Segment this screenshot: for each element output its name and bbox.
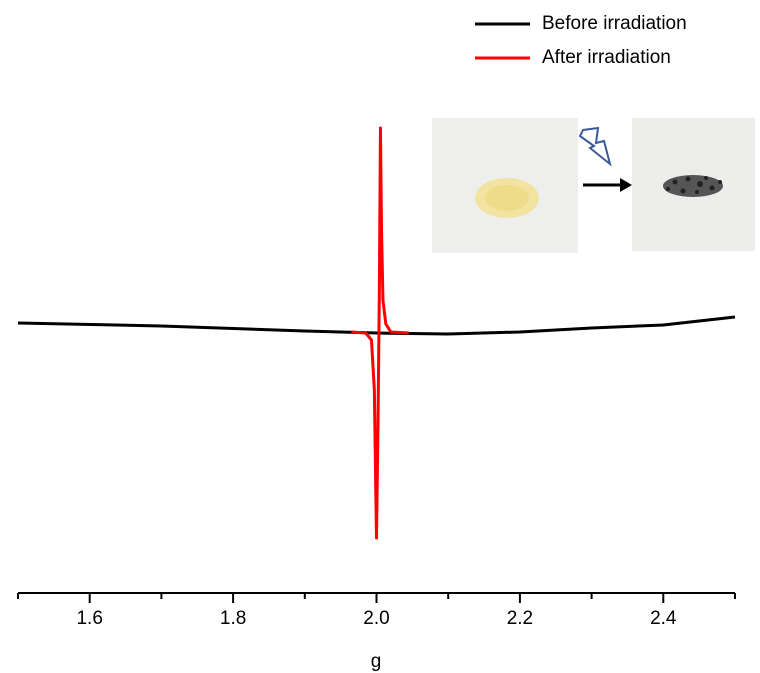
series-line	[17, 315, 736, 336]
x-tick-label: 1.8	[220, 608, 246, 629]
x-tick-label: 2.0	[363, 608, 389, 629]
lightning-icon	[578, 126, 612, 167]
arrow-head	[620, 178, 632, 192]
plot-area	[17, 126, 736, 540]
x-tick-label: 2.2	[507, 608, 533, 629]
yellow-sample-core	[485, 185, 529, 211]
x-axis-label: g	[371, 651, 382, 672]
black-sample	[663, 175, 723, 197]
series-line	[351, 126, 409, 540]
legend: Before irradiation After irradiation	[475, 13, 687, 68]
inset-photos	[432, 118, 755, 253]
x-tick-label: 1.6	[76, 608, 102, 629]
legend-label: Before irradiation	[542, 13, 687, 34]
x-tick-label: 2.4	[650, 608, 677, 629]
legend-label: After irradiation	[542, 47, 671, 68]
